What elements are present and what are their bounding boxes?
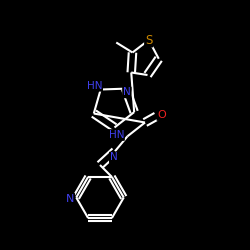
Text: O: O bbox=[158, 110, 166, 120]
Text: S: S bbox=[145, 34, 152, 46]
Text: N: N bbox=[110, 152, 118, 162]
Text: HN: HN bbox=[108, 130, 124, 140]
Text: N: N bbox=[66, 194, 74, 204]
Text: N: N bbox=[123, 88, 131, 98]
Text: HN: HN bbox=[87, 81, 102, 91]
